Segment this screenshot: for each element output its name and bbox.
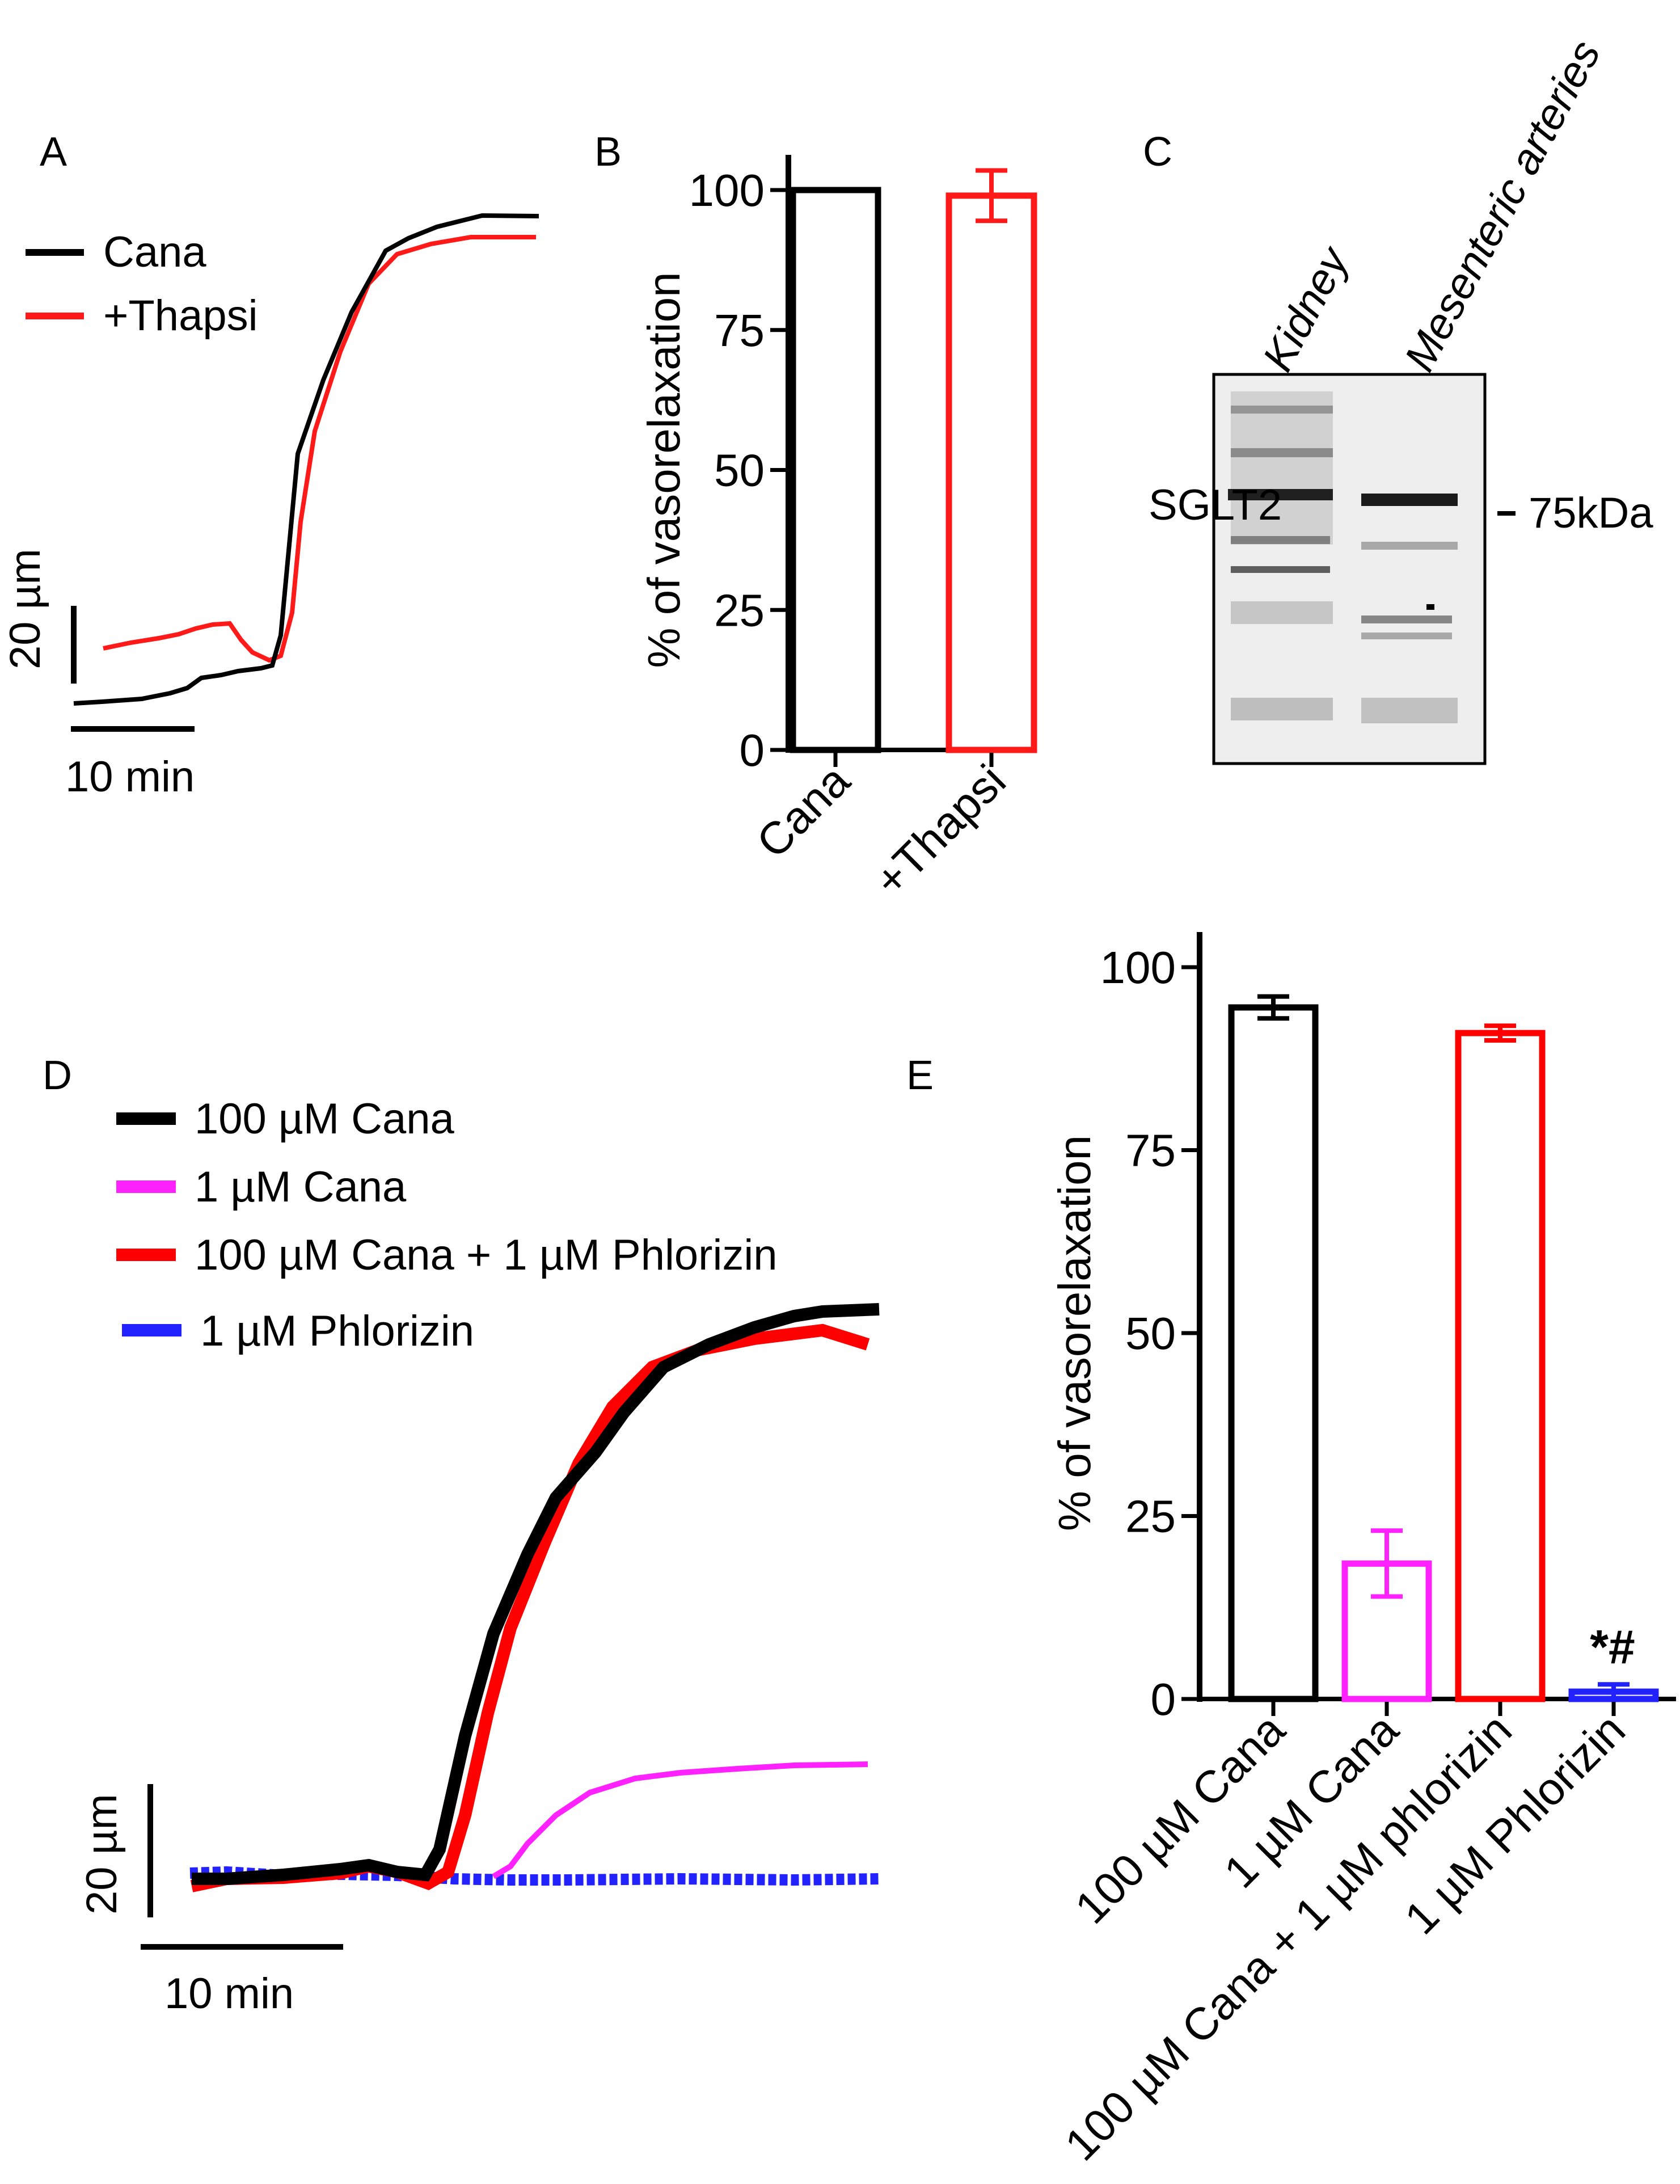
panel-d-letter: D [43, 1053, 72, 1098]
y-axis-label: % of vasorelaxation [1049, 1135, 1100, 1531]
scale-label-vertical: 20 µm [1, 549, 49, 669]
y-tick-label: 75 [714, 305, 765, 356]
panel-e: E 0 25 50 75 100 % of vasorelaxation 100 µM Ca… [906, 932, 1676, 2170]
y-tick-label: 100 [689, 165, 765, 216]
y-tick-label: 0 [1151, 1674, 1176, 1725]
y-tick-label: 25 [1125, 1491, 1176, 1542]
panel-d: D 100 µM Cana 1 µM Cana 100 µM Cana + 1 … [43, 1053, 880, 2018]
marker-label-75kda: 75kDa [1529, 489, 1653, 537]
lane-label-kidney: Kidney [1253, 238, 1359, 379]
y-tick-label: 50 [714, 445, 765, 496]
trace-cana [73, 213, 539, 706]
bar-100-um-cana-1-um-phlorizin [1455, 1030, 1546, 1702]
legend-label-100um-cana: 100 µM Cana [195, 1095, 455, 1143]
lane-label-mesenteric: Mesenteric arteries [1395, 32, 1610, 378]
trace-100um-cana [192, 1303, 880, 1885]
panel-a-letter: A [40, 129, 67, 175]
legend-label-1um-cana: 1 µM Cana [195, 1163, 407, 1211]
scale-label-horizontal: 10 min [65, 753, 195, 801]
western-blot-image [1212, 373, 1487, 765]
y-tick-label: 50 [1125, 1308, 1176, 1359]
band-label-sglt2: SGLT2 [1149, 481, 1282, 529]
legend-label-phlorizin: 1 µM Phlorizin [200, 1307, 474, 1355]
y-tick-label: 75 [1125, 1125, 1176, 1176]
trace-100um-cana-1um-phlorizin [190, 1323, 870, 1892]
chart-e: 0 25 50 75 100 % of vasorelaxation 100 µM Cana… [1049, 932, 1676, 2170]
panel-b-letter: B [594, 129, 622, 175]
y-tick-label: 100 [1100, 942, 1176, 993]
significance-marker: *# [1590, 1620, 1635, 1673]
legend-label-cana: Cana [103, 228, 206, 276]
scale-label-vertical: 20 µm [78, 1794, 126, 1915]
x-tick-label: +Thapsi [864, 755, 1015, 906]
y-tick-label: 0 [740, 725, 765, 775]
panel-a-legend: Cana +Thapsi [26, 228, 258, 340]
x-tick-label: 100 µM Cana + 1 µM phlorizin [1056, 1704, 1521, 2170]
panel-d-legend: 100 µM Cana 1 µM Cana 100 µM Cana + 1 µM… [116, 1095, 777, 1355]
panel-c: C Kidney Mesenteric arteries SGLT2 75kDa [1143, 32, 1653, 765]
y-tick-label: 25 [714, 585, 765, 635]
bar-cana [790, 187, 881, 753]
bar-thapsi [945, 192, 1037, 753]
scale-label-horizontal: 10 min [164, 1970, 294, 2018]
bar-100-um-cana [1228, 1004, 1319, 1702]
panel-e-letter: E [906, 1053, 934, 1098]
panel-a: A Cana +Thapsi 20 µm 10 min [1, 129, 539, 801]
trace-1um-cana [492, 1761, 868, 1879]
legend-label-cana-phlorizin: 100 µM Cana + 1 µM Phlorizin [195, 1231, 777, 1279]
legend-label-thapsi: +Thapsi [103, 292, 258, 340]
panel-c-letter: C [1143, 129, 1172, 175]
y-axis-label: % of vasorelaxation [639, 272, 689, 668]
